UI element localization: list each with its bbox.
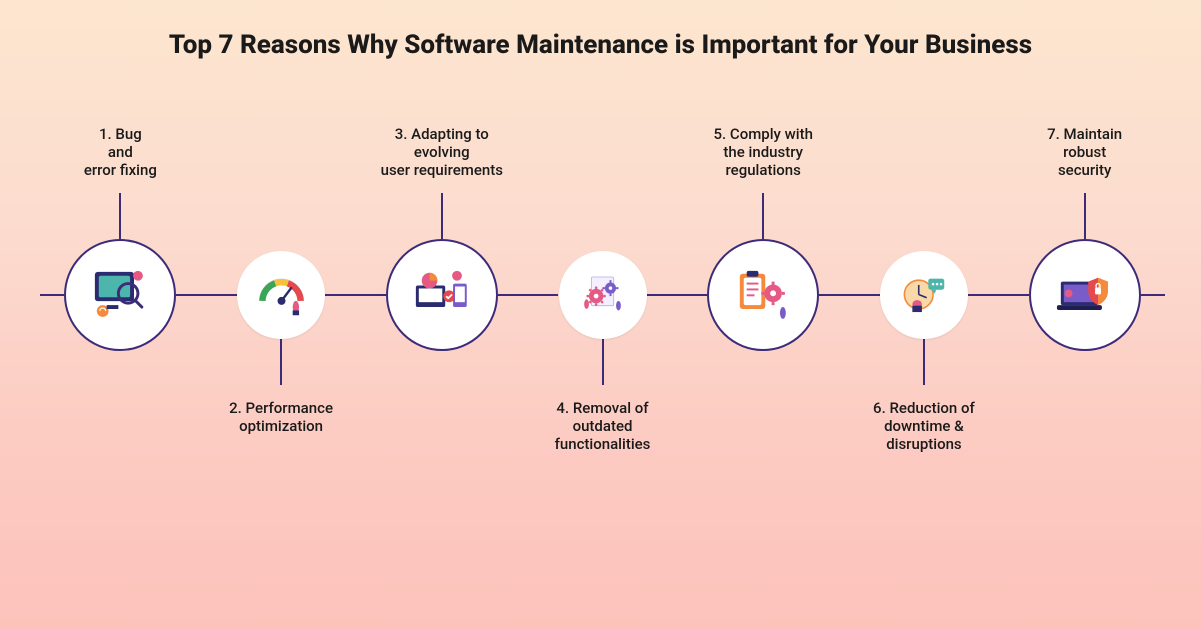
timeline-segment xyxy=(498,294,559,296)
timeline-node-7 xyxy=(1029,239,1141,351)
timeline-segment xyxy=(819,294,880,296)
timeline-node-2 xyxy=(237,251,325,339)
timeline-label-4: 4. Removal of outdated functionalities xyxy=(513,399,693,453)
timeline-label-3: 3. Adapting to evolving user requirement… xyxy=(352,125,532,179)
timeline-node-5 xyxy=(707,239,819,351)
timeline-node-4 xyxy=(559,251,647,339)
timeline-node-1 xyxy=(64,239,176,351)
timeline-segment xyxy=(1141,294,1165,296)
timeline-segment xyxy=(40,294,64,296)
connector xyxy=(923,339,925,385)
page-title: Top 7 Reasons Why Software Maintenance i… xyxy=(0,30,1201,60)
connector xyxy=(1084,193,1086,239)
bug-monitor-icon xyxy=(89,264,152,327)
gauge-icon xyxy=(256,269,307,320)
timeline-node-3 xyxy=(386,239,498,351)
timeline-label-5: 5. Comply with the industry regulations xyxy=(673,125,853,179)
timeline-label-7: 7. Maintain robust security xyxy=(995,125,1175,179)
connector xyxy=(441,193,443,239)
timeline-label-1: 1. Bug and error fixing xyxy=(30,125,210,179)
clock-chat-icon xyxy=(898,269,949,320)
timeline-segment xyxy=(647,294,708,296)
connector xyxy=(602,339,604,385)
connector xyxy=(119,193,121,239)
timeline-label-6: 6. Reduction of downtime & disruptions xyxy=(834,399,1014,453)
timeline-label-2: 2. Performance optimization xyxy=(191,399,371,435)
connector xyxy=(280,339,282,385)
timeline-segment xyxy=(968,294,1029,296)
clipboard-check-icon xyxy=(732,264,795,327)
connector xyxy=(762,193,764,239)
user-devices-icon xyxy=(410,264,473,327)
timeline-segment xyxy=(325,294,386,296)
timeline-node-6 xyxy=(880,251,968,339)
timeline-segment xyxy=(176,294,237,296)
gears-icon xyxy=(577,269,628,320)
laptop-shield-icon xyxy=(1053,264,1116,327)
